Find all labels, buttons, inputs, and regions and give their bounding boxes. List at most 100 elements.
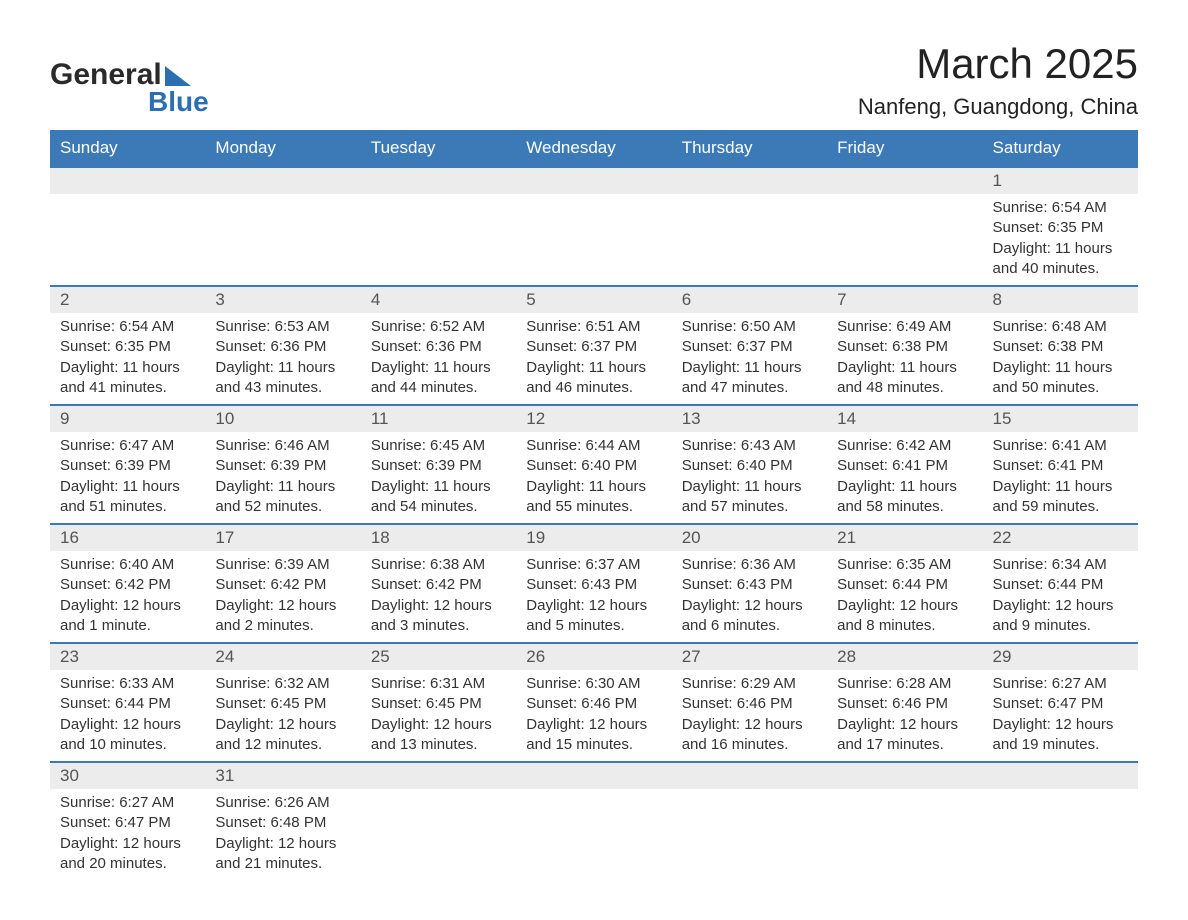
col-saturday: Saturday [983, 130, 1138, 167]
sunset-text: Sunset: 6:45 PM [371, 694, 506, 714]
daylight-text: Daylight: 12 hours and 3 minutes. [371, 596, 506, 637]
sunrise-text: Sunrise: 6:52 AM [371, 317, 506, 337]
day-number: 22 [983, 525, 1138, 551]
calendar-cell: 29Sunrise: 6:27 AMSunset: 6:47 PMDayligh… [983, 643, 1138, 762]
calendar-body: 1Sunrise: 6:54 AMSunset: 6:35 PMDaylight… [50, 167, 1138, 880]
day-number: 14 [827, 406, 982, 432]
calendar-cell: 25Sunrise: 6:31 AMSunset: 6:45 PMDayligh… [361, 643, 516, 762]
day-details: Sunrise: 6:26 AMSunset: 6:48 PMDaylight:… [205, 789, 360, 880]
day-details [516, 789, 671, 849]
sunrise-text: Sunrise: 6:42 AM [837, 436, 972, 456]
sunrise-text: Sunrise: 6:40 AM [60, 555, 195, 575]
col-monday: Monday [205, 130, 360, 167]
calendar-cell: 22Sunrise: 6:34 AMSunset: 6:44 PMDayligh… [983, 524, 1138, 643]
day-number: 24 [205, 644, 360, 670]
sunrise-text: Sunrise: 6:38 AM [371, 555, 506, 575]
day-details: Sunrise: 6:39 AMSunset: 6:42 PMDaylight:… [205, 551, 360, 642]
day-details: Sunrise: 6:40 AMSunset: 6:42 PMDaylight:… [50, 551, 205, 642]
calendar-cell: 26Sunrise: 6:30 AMSunset: 6:46 PMDayligh… [516, 643, 671, 762]
day-details: Sunrise: 6:37 AMSunset: 6:43 PMDaylight:… [516, 551, 671, 642]
calendar-cell: 15Sunrise: 6:41 AMSunset: 6:41 PMDayligh… [983, 405, 1138, 524]
calendar-cell [516, 167, 671, 286]
day-details [827, 789, 982, 849]
calendar-cell: 5Sunrise: 6:51 AMSunset: 6:37 PMDaylight… [516, 286, 671, 405]
calendar-cell: 9Sunrise: 6:47 AMSunset: 6:39 PMDaylight… [50, 405, 205, 524]
day-details: Sunrise: 6:54 AMSunset: 6:35 PMDaylight:… [983, 194, 1138, 285]
day-number: 11 [361, 406, 516, 432]
daylight-text: Daylight: 12 hours and 9 minutes. [993, 596, 1128, 637]
day-details: Sunrise: 6:31 AMSunset: 6:45 PMDaylight:… [361, 670, 516, 761]
day-details [516, 194, 671, 254]
daylight-text: Daylight: 11 hours and 59 minutes. [993, 477, 1128, 518]
sunset-text: Sunset: 6:47 PM [60, 813, 195, 833]
day-details: Sunrise: 6:34 AMSunset: 6:44 PMDaylight:… [983, 551, 1138, 642]
day-number: 18 [361, 525, 516, 551]
day-number: 28 [827, 644, 982, 670]
daylight-text: Daylight: 12 hours and 6 minutes. [682, 596, 817, 637]
daylight-text: Daylight: 12 hours and 8 minutes. [837, 596, 972, 637]
calendar-cell: 10Sunrise: 6:46 AMSunset: 6:39 PMDayligh… [205, 405, 360, 524]
col-wednesday: Wednesday [516, 130, 671, 167]
calendar-cell: 11Sunrise: 6:45 AMSunset: 6:39 PMDayligh… [361, 405, 516, 524]
calendar-cell [827, 167, 982, 286]
daylight-text: Daylight: 12 hours and 15 minutes. [526, 715, 661, 756]
day-number: 13 [672, 406, 827, 432]
daylight-text: Daylight: 11 hours and 55 minutes. [526, 477, 661, 518]
col-thursday: Thursday [672, 130, 827, 167]
sunset-text: Sunset: 6:47 PM [993, 694, 1128, 714]
day-header-row: Sunday Monday Tuesday Wednesday Thursday… [50, 130, 1138, 167]
sunset-text: Sunset: 6:41 PM [993, 456, 1128, 476]
sunrise-text: Sunrise: 6:28 AM [837, 674, 972, 694]
day-number: 19 [516, 525, 671, 551]
calendar-cell: 17Sunrise: 6:39 AMSunset: 6:42 PMDayligh… [205, 524, 360, 643]
day-details: Sunrise: 6:33 AMSunset: 6:44 PMDaylight:… [50, 670, 205, 761]
daylight-text: Daylight: 12 hours and 17 minutes. [837, 715, 972, 756]
day-details: Sunrise: 6:46 AMSunset: 6:39 PMDaylight:… [205, 432, 360, 523]
day-number: 16 [50, 525, 205, 551]
calendar-cell: 16Sunrise: 6:40 AMSunset: 6:42 PMDayligh… [50, 524, 205, 643]
sunrise-text: Sunrise: 6:27 AM [60, 793, 195, 813]
calendar-cell [361, 167, 516, 286]
calendar-cell: 20Sunrise: 6:36 AMSunset: 6:43 PMDayligh… [672, 524, 827, 643]
sunrise-text: Sunrise: 6:43 AM [682, 436, 817, 456]
col-sunday: Sunday [50, 130, 205, 167]
logo: General Blue [50, 60, 209, 118]
sunrise-text: Sunrise: 6:50 AM [682, 317, 817, 337]
sunset-text: Sunset: 6:37 PM [526, 337, 661, 357]
day-number [516, 168, 671, 194]
sunrise-text: Sunrise: 6:54 AM [60, 317, 195, 337]
calendar-cell: 1Sunrise: 6:54 AMSunset: 6:35 PMDaylight… [983, 167, 1138, 286]
day-details: Sunrise: 6:50 AMSunset: 6:37 PMDaylight:… [672, 313, 827, 404]
sunrise-text: Sunrise: 6:53 AM [215, 317, 350, 337]
logo-triangle-icon [165, 66, 191, 86]
day-details: Sunrise: 6:27 AMSunset: 6:47 PMDaylight:… [983, 670, 1138, 761]
day-details: Sunrise: 6:32 AMSunset: 6:45 PMDaylight:… [205, 670, 360, 761]
sunrise-text: Sunrise: 6:51 AM [526, 317, 661, 337]
calendar-cell: 21Sunrise: 6:35 AMSunset: 6:44 PMDayligh… [827, 524, 982, 643]
day-number: 21 [827, 525, 982, 551]
day-details: Sunrise: 6:51 AMSunset: 6:37 PMDaylight:… [516, 313, 671, 404]
sunrise-text: Sunrise: 6:32 AM [215, 674, 350, 694]
calendar-cell: 24Sunrise: 6:32 AMSunset: 6:45 PMDayligh… [205, 643, 360, 762]
calendar-week: 30Sunrise: 6:27 AMSunset: 6:47 PMDayligh… [50, 762, 1138, 880]
daylight-text: Daylight: 11 hours and 46 minutes. [526, 358, 661, 399]
day-details: Sunrise: 6:41 AMSunset: 6:41 PMDaylight:… [983, 432, 1138, 523]
daylight-text: Daylight: 11 hours and 41 minutes. [60, 358, 195, 399]
sunrise-text: Sunrise: 6:31 AM [371, 674, 506, 694]
calendar-cell [983, 762, 1138, 880]
sunset-text: Sunset: 6:37 PM [682, 337, 817, 357]
day-number [205, 168, 360, 194]
sunset-text: Sunset: 6:35 PM [993, 218, 1128, 238]
daylight-text: Daylight: 12 hours and 20 minutes. [60, 834, 195, 875]
day-number: 20 [672, 525, 827, 551]
sunset-text: Sunset: 6:48 PM [215, 813, 350, 833]
sunrise-text: Sunrise: 6:46 AM [215, 436, 350, 456]
daylight-text: Daylight: 12 hours and 10 minutes. [60, 715, 195, 756]
sunset-text: Sunset: 6:45 PM [215, 694, 350, 714]
sunset-text: Sunset: 6:46 PM [837, 694, 972, 714]
sunrise-text: Sunrise: 6:33 AM [60, 674, 195, 694]
sunset-text: Sunset: 6:39 PM [371, 456, 506, 476]
daylight-text: Daylight: 12 hours and 21 minutes. [215, 834, 350, 875]
sunset-text: Sunset: 6:42 PM [60, 575, 195, 595]
day-details [983, 789, 1138, 849]
